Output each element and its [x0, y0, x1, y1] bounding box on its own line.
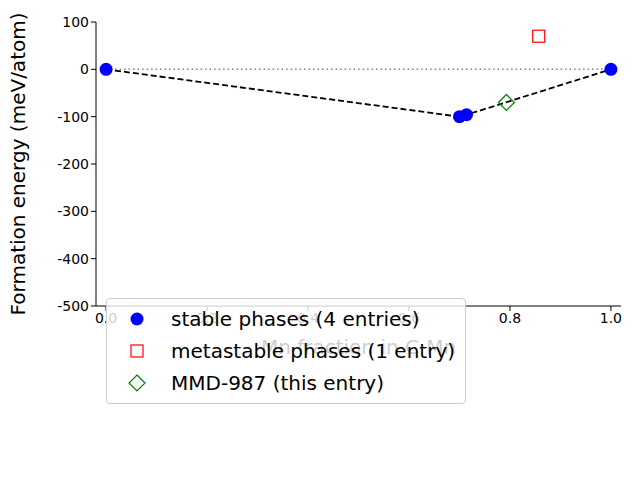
svg-text:-500: -500 [57, 298, 89, 314]
svg-text:-300: -300 [57, 203, 89, 219]
svg-text:-200: -200 [57, 156, 89, 172]
svg-text:0.6: 0.6 [398, 310, 420, 326]
svg-text:0.0: 0.0 [95, 310, 117, 326]
svg-text:0.4: 0.4 [297, 310, 319, 326]
svg-text:1.0: 1.0 [600, 310, 622, 326]
svg-text:100: 100 [62, 14, 89, 30]
svg-text:Formation energy (meV/atom): Formation energy (meV/atom) [8, 13, 30, 316]
svg-text:Mn fraction in C-Mn: Mn fraction in C-Mn [261, 335, 456, 359]
svg-text:0.8: 0.8 [499, 310, 521, 326]
svg-text:-400: -400 [57, 251, 89, 267]
svg-text:0.2: 0.2 [196, 310, 218, 326]
svg-text:-100: -100 [57, 109, 89, 125]
svg-text:0: 0 [80, 61, 89, 77]
